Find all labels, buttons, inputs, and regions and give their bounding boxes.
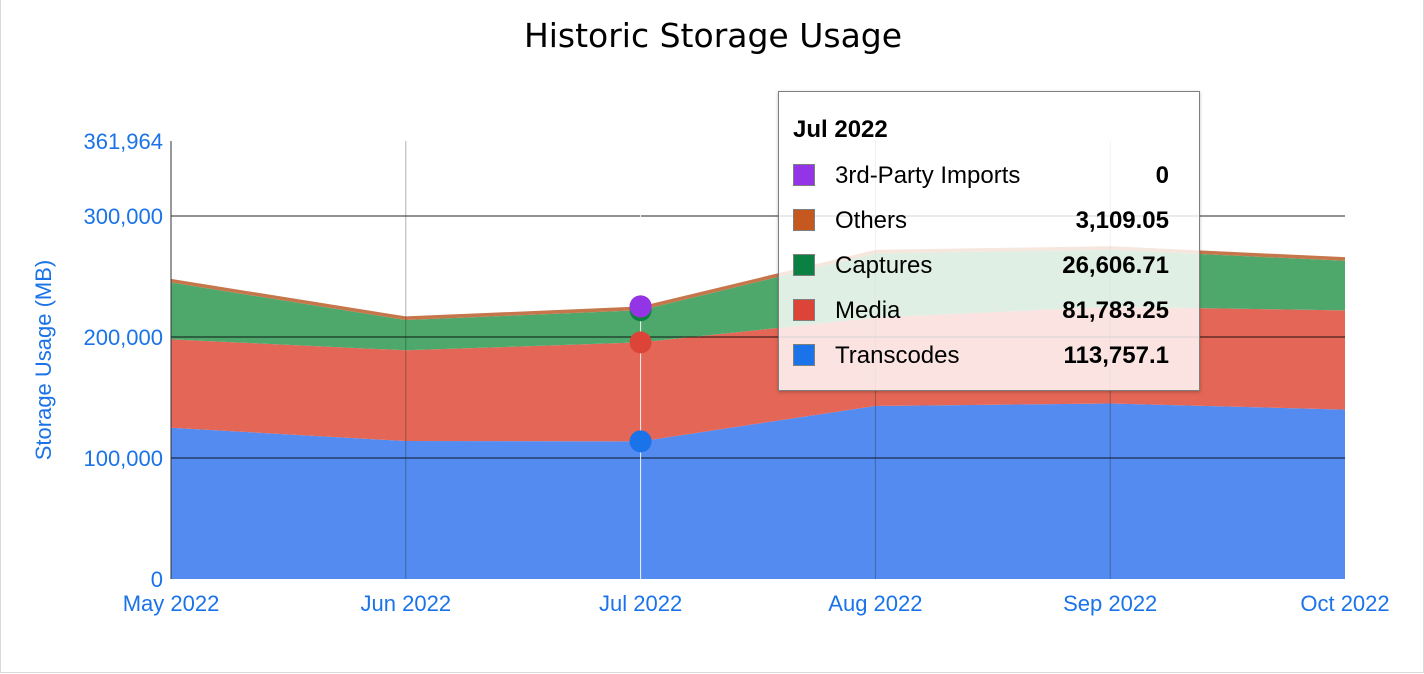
hover-tooltip: Jul 2022 3rd-Party Imports 0 Others 3,109.0… — [778, 91, 1200, 391]
y-tick-label: 300,000 — [83, 204, 163, 229]
area-others[interactable] — [171, 246, 1345, 321]
legend-swatch — [793, 299, 815, 321]
tooltip-series-value: 3,109.05 — [1075, 207, 1169, 234]
x-tick-label: Aug 2022 — [828, 591, 922, 616]
y-axis-label: Storage Usage (MB) — [31, 260, 56, 461]
x-tick-label: May 2022 — [123, 591, 220, 616]
hover-markers — [629, 295, 652, 453]
y-tick-label: 361,964 — [83, 129, 163, 154]
tooltip-row: Transcodes 113,757.1 — [793, 342, 1169, 372]
x-axis-ticks: May 2022 Jun 2022 Jul 2022 Aug 2022 Sep 2022… — [123, 591, 1390, 616]
x-tick-label: Sep 2022 — [1063, 591, 1157, 616]
tooltip-series-value: 0 — [1155, 162, 1169, 189]
tooltip-row: 3rd-Party Imports 0 — [793, 162, 1169, 192]
y-tick-label: 200,000 — [83, 325, 163, 350]
tooltip-series-value: 81,783.25 — [1062, 297, 1169, 324]
y-axis-ticks: 0 100,000 200,000 300,000 361,964 — [83, 129, 163, 592]
marker-transcodes — [629, 430, 652, 453]
legend-swatch — [793, 209, 815, 231]
marker-media — [629, 331, 652, 354]
x-tick-label: Jul 2022 — [599, 591, 682, 616]
x-tick-label: Oct 2022 — [1300, 591, 1389, 616]
legend-swatch — [793, 254, 815, 276]
tooltip-series-value: 26,606.71 — [1062, 252, 1169, 279]
legend-swatch — [793, 164, 815, 186]
tooltip-title: Jul 2022 — [793, 116, 888, 143]
tooltip-series-label: Transcodes — [835, 342, 960, 369]
y-tick-label: 100,000 — [83, 446, 163, 471]
x-tick-label: Jun 2022 — [361, 591, 452, 616]
area-transcodes[interactable] — [171, 403, 1345, 579]
tooltip-series-label: 3rd-Party Imports — [835, 162, 1021, 189]
y-tick-label: 0 — [151, 567, 163, 592]
marker-3rd-party-imports — [629, 295, 652, 318]
tooltip-row: Others 3,109.05 — [793, 207, 1169, 237]
tooltip-series-value: 113,757.1 — [1063, 342, 1169, 369]
tooltip-series-label: Captures — [835, 252, 933, 279]
legend-swatch — [793, 344, 815, 366]
chart-title: Historic Storage Usage — [524, 16, 902, 55]
tooltip-series-label: Media — [835, 297, 901, 324]
tooltip-row: Media 81,783.25 — [793, 297, 1169, 327]
tooltip-series-label: Others — [835, 207, 908, 234]
tooltip-row: Captures 26,606.71 — [793, 252, 1169, 282]
